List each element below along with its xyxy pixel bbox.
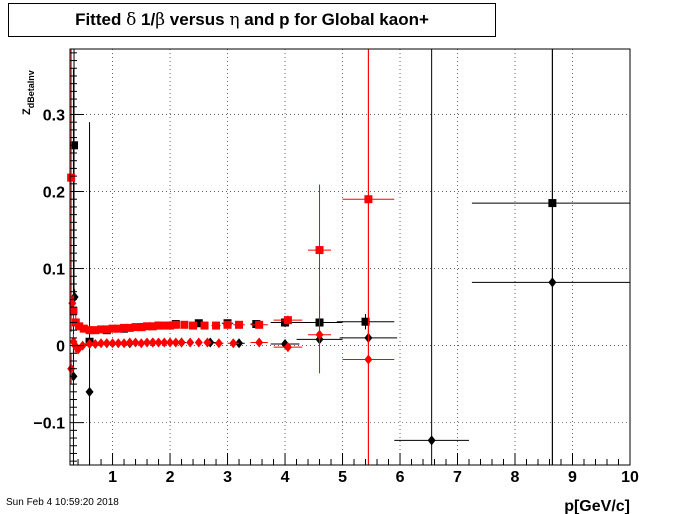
data-point-diamond	[548, 277, 557, 288]
title-delta-symbol: δ	[126, 10, 137, 30]
y-tick-label: 0.3	[43, 107, 65, 124]
data-point-square	[235, 320, 244, 329]
data-point-square	[67, 173, 76, 182]
data-point-square	[102, 325, 111, 334]
data-point-square	[148, 322, 157, 331]
data-point-square	[79, 324, 88, 333]
x-tick-label: 8	[511, 469, 520, 486]
data-point-diamond	[154, 337, 163, 348]
x-tick-label: 6	[396, 469, 405, 486]
data-point-square	[223, 320, 232, 329]
data-point-square	[114, 324, 123, 333]
grid-lines	[70, 49, 631, 465]
y-tick-label: 0.1	[43, 262, 65, 279]
chart-title: Fitted δ 1/β versus η and p for Global k…	[8, 3, 496, 37]
data-point-diamond	[131, 337, 140, 348]
x-tick-label: 9	[568, 469, 577, 486]
title-part: and p for Global kaon+	[239, 10, 429, 29]
data-point-diamond	[229, 338, 238, 349]
y-tick-label: 0	[56, 339, 65, 356]
y-tick-label: −0.1	[33, 416, 65, 433]
data-point-diamond	[166, 337, 175, 348]
data-point-square	[75, 322, 84, 331]
x-tick-label: 5	[338, 469, 347, 486]
data-point-diamond	[203, 337, 212, 348]
y-axis-label: ZdBetaInv	[21, 70, 36, 115]
data-point-diamond	[137, 338, 146, 349]
x-tick-label: 4	[281, 469, 290, 486]
title-part: Fitted	[75, 10, 127, 29]
plot-frame	[69, 48, 631, 466]
data-point-diamond	[114, 338, 123, 349]
data-point-square	[143, 322, 152, 331]
data-point-square	[194, 319, 203, 328]
x-tick-label: 3	[223, 469, 232, 486]
data-point-diamond	[91, 339, 100, 350]
data-point-diamond	[186, 337, 195, 348]
data-point-diamond	[160, 337, 169, 348]
axes: 1 2 3 4 5 6 7 8 9 10 −0.1 0 0.1 0.2 0.3	[33, 52, 639, 486]
title-part: 1/	[136, 10, 156, 29]
timestamp: Sun Feb 4 10:59:20 2018	[6, 497, 119, 508]
data-point-diamond	[148, 337, 157, 348]
title-part: versus	[165, 10, 230, 29]
x-tick-label: 2	[166, 469, 175, 486]
title-eta-symbol: η	[229, 10, 240, 30]
data-point-diamond	[315, 329, 324, 340]
data-point-diamond	[102, 338, 111, 349]
data-point-square	[69, 306, 78, 315]
x-tick-label: 10	[621, 469, 639, 486]
data-point-square	[255, 320, 264, 329]
data-point-diamond	[85, 339, 94, 350]
data-point-square	[91, 326, 100, 335]
data-point-diamond	[177, 337, 186, 348]
data-point-diamond	[255, 337, 264, 348]
data-point-diamond	[125, 337, 134, 348]
data-point-diamond	[120, 338, 129, 349]
data-point-square	[108, 324, 117, 333]
x-tick-label: 7	[453, 469, 462, 486]
data-point-square	[137, 323, 146, 332]
data-point-diamond	[108, 338, 117, 349]
data-point-diamond	[194, 337, 203, 348]
data-point-diamond	[97, 338, 106, 349]
data-point-square	[97, 325, 106, 334]
data-point-square	[125, 323, 134, 332]
data-point-square	[315, 246, 324, 255]
data-point-square	[180, 320, 189, 329]
title-beta-symbol: β	[155, 10, 166, 30]
x-tick-label: 1	[108, 469, 117, 486]
data-point-square	[200, 321, 209, 330]
data-point-diamond	[143, 337, 152, 348]
data-point-square	[154, 321, 163, 330]
x-axis-label: p[GeV/c]	[564, 498, 630, 514]
data-point-diamond	[171, 337, 180, 348]
data-point-square	[212, 321, 221, 330]
data-point-diamond	[283, 342, 292, 353]
data-point-diamond	[214, 338, 223, 349]
data-points	[67, 49, 630, 465]
data-point-square	[171, 320, 180, 329]
data-point-square	[361, 317, 370, 326]
data-point-diamond	[364, 354, 373, 365]
data-point-diamond	[85, 386, 94, 397]
data-point-square	[131, 323, 140, 332]
data-point-square	[189, 321, 198, 330]
data-point-square	[160, 321, 169, 330]
data-point-square	[283, 316, 292, 325]
y-axis-label-subscript: dBetaInv	[26, 70, 36, 108]
data-point-square	[120, 323, 129, 332]
data-point-square	[85, 326, 94, 335]
y-tick-label: 0.2	[43, 185, 65, 202]
data-point-square	[166, 321, 175, 330]
data-point-diamond	[427, 435, 436, 446]
